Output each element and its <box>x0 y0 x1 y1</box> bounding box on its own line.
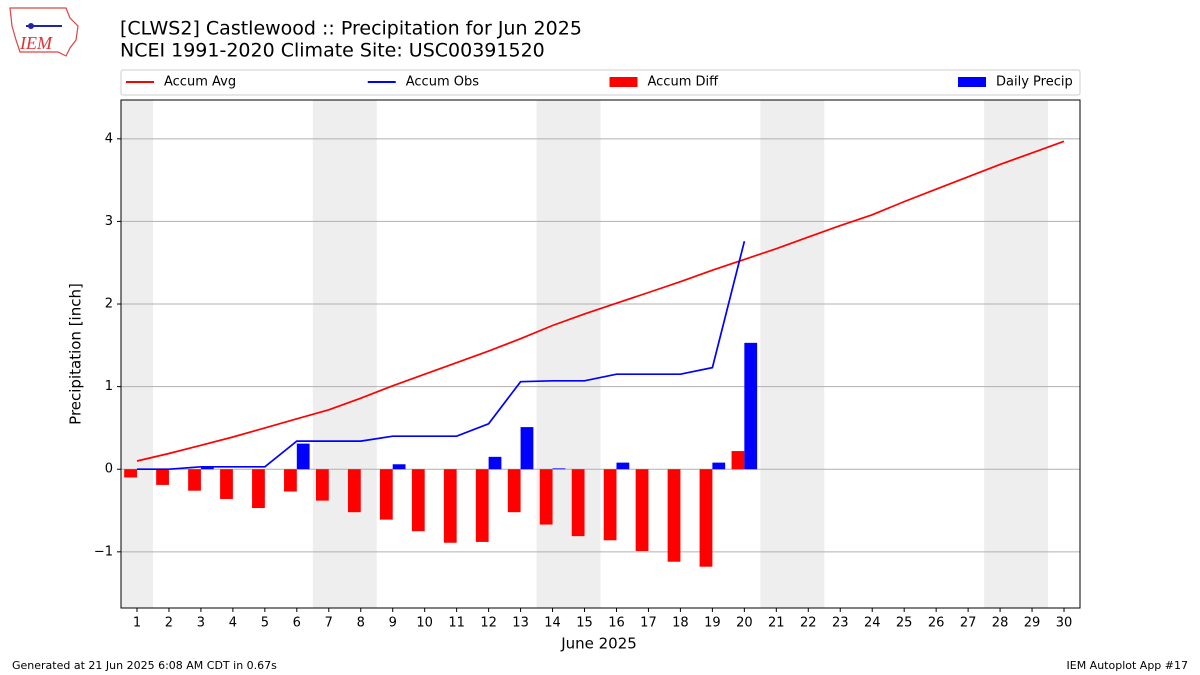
bar <box>475 469 489 542</box>
x-tick-label: 24 <box>864 616 881 631</box>
bar <box>156 469 169 485</box>
legend-label: Accum Obs <box>406 75 479 90</box>
legend-box <box>120 69 1081 96</box>
x-tick-label: 16 <box>608 616 625 631</box>
logo-outline <box>9 7 79 57</box>
x-tick-label: 14 <box>544 616 561 631</box>
bar <box>552 468 566 470</box>
bar <box>616 462 630 470</box>
bar <box>712 462 726 470</box>
x-tick-label: 1 <box>133 616 141 631</box>
x-tick-label: 17 <box>640 616 657 631</box>
bar <box>200 466 214 470</box>
weekend-shade <box>121 100 153 608</box>
x-tick-label: 5 <box>261 616 269 631</box>
x-tick-label: 20 <box>736 616 753 631</box>
x-tick-label: 15 <box>576 616 593 631</box>
legend-label: Accum Avg <box>164 75 236 90</box>
x-axis-label: June 2025 <box>560 635 637 653</box>
x-tick-label: 4 <box>229 616 237 631</box>
y-axis-label: Precipitation [inch] <box>67 283 85 425</box>
legend-label: Accum Diff <box>648 75 720 90</box>
bar <box>284 469 297 492</box>
y-tick-label: 4 <box>105 131 113 146</box>
bar <box>699 469 713 567</box>
chart-title: [CLWS2] Castlewood :: Precipitation for … <box>120 18 582 40</box>
x-tick-label: 27 <box>960 616 977 631</box>
bar <box>392 464 406 470</box>
line <box>137 240 746 471</box>
x-tick-label: 10 <box>416 616 433 631</box>
bar <box>667 469 681 562</box>
y-tick-label: 2 <box>105 297 113 312</box>
bar <box>296 443 310 470</box>
x-tick-label: 9 <box>389 616 397 631</box>
bar <box>571 469 585 537</box>
x-tick-label: 23 <box>832 616 849 631</box>
bar <box>347 469 361 513</box>
x-tick-label: 19 <box>704 616 721 631</box>
logo-dot <box>28 23 34 29</box>
x-tick-label: 21 <box>768 616 785 631</box>
x-tick-label: 2 <box>165 616 173 631</box>
x-tick-label: 11 <box>448 616 465 631</box>
bar <box>731 451 745 470</box>
bar <box>315 469 329 501</box>
bar <box>507 469 521 513</box>
x-tick-label: 30 <box>1056 616 1073 631</box>
bar <box>220 469 233 499</box>
bar <box>603 469 617 541</box>
bar <box>443 469 457 543</box>
weekend-shade <box>536 100 601 608</box>
weekend-shade <box>312 100 377 608</box>
legend-label: Daily Precip <box>996 75 1073 90</box>
x-tick-label: 13 <box>512 616 529 631</box>
x-tick-label: 22 <box>800 616 817 631</box>
weekend-shade <box>984 100 1049 608</box>
legend-swatch <box>609 77 638 87</box>
x-tick-label: 3 <box>197 616 205 631</box>
bar <box>635 469 649 552</box>
footer-right: IEM Autoplot App #17 <box>1067 659 1189 672</box>
bar <box>539 469 553 525</box>
x-tick-label: 18 <box>672 616 689 631</box>
y-tick-label: 0 <box>105 462 113 477</box>
bar <box>379 469 393 520</box>
x-tick-label: 8 <box>357 616 365 631</box>
x-tick-label: 25 <box>896 616 913 631</box>
logo: IEM <box>9 7 79 57</box>
x-tick-label: 29 <box>1024 616 1041 631</box>
bar <box>520 427 534 470</box>
bar <box>488 456 502 470</box>
bar <box>744 342 758 470</box>
logo-text: IEM <box>19 33 53 53</box>
chart-subtitle: NCEI 1991-2020 Climate Site: USC00391520 <box>120 40 545 62</box>
line <box>136 140 1065 462</box>
y-tick-label: −1 <box>94 544 113 559</box>
weekend-shade <box>760 100 825 608</box>
bar <box>124 469 137 478</box>
legend-swatch <box>958 77 986 87</box>
x-tick-label: 7 <box>325 616 333 631</box>
plot-frame <box>120 99 1081 609</box>
x-tick-label: 28 <box>992 616 1009 631</box>
x-tick-label: 6 <box>293 616 301 631</box>
footer-left: Generated at 21 Jun 2025 6:08 AM CDT in … <box>12 659 277 672</box>
bar <box>252 469 265 509</box>
bar <box>188 469 201 491</box>
x-tick-label: 26 <box>928 616 945 631</box>
bar <box>411 469 425 532</box>
y-tick-label: 1 <box>105 379 113 394</box>
x-tick-label: 12 <box>480 616 497 631</box>
y-tick-label: 3 <box>105 214 113 229</box>
